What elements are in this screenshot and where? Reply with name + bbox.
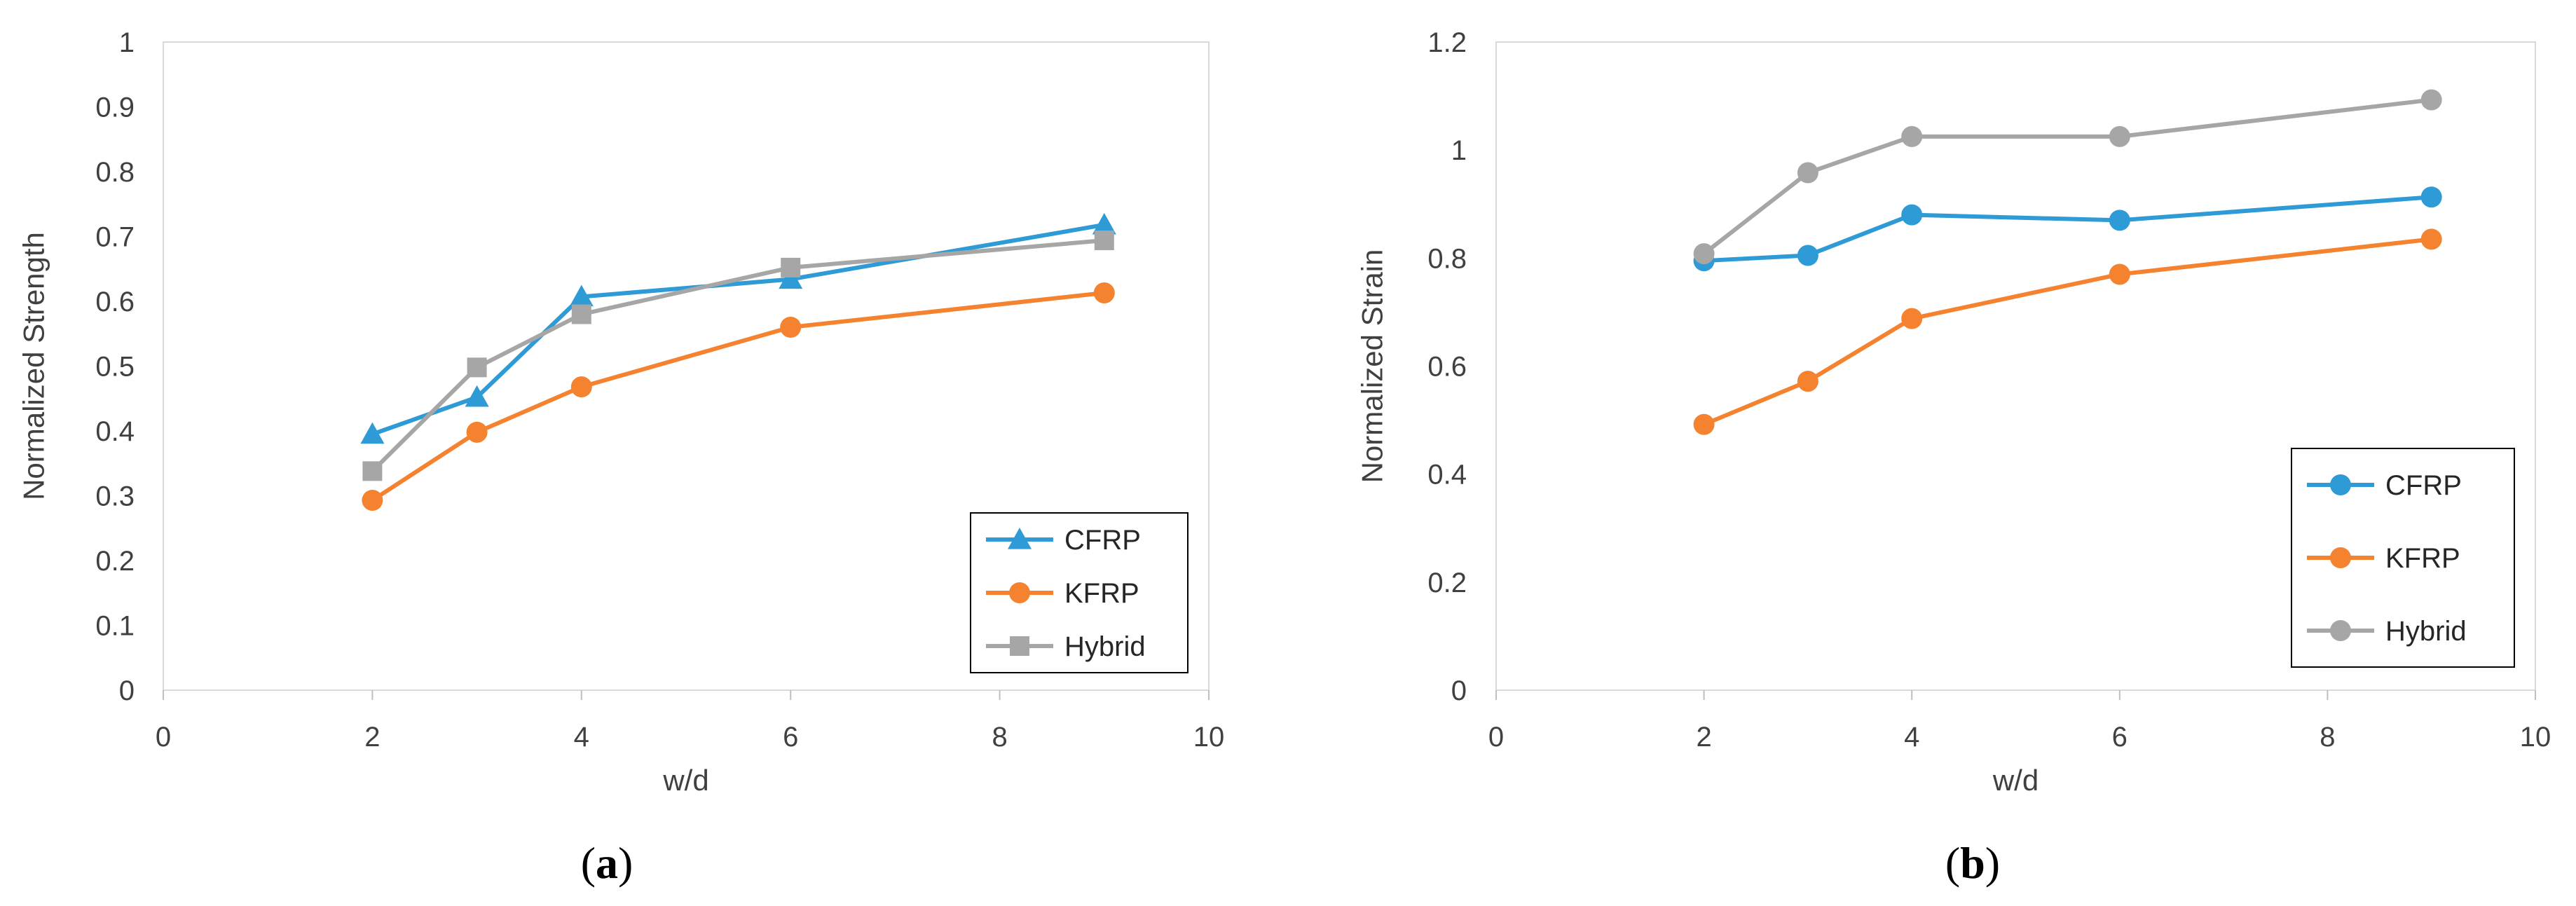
legend-label-kfrp-a: KFRP	[1064, 578, 1139, 609]
legend-swatch-marker-kfrp-b	[2330, 547, 2351, 568]
legend-swatch-marker-hybrid-a	[1010, 636, 1029, 656]
data-point-hybrid-a	[781, 257, 801, 277]
plot-area-a	[163, 41, 1210, 691]
data-point-kfrp-a	[570, 376, 592, 398]
data-point-kfrp-a	[466, 421, 488, 443]
y-tick-label-b: 0.8	[1427, 243, 1467, 274]
x-tick-label-b: 0	[1488, 722, 1504, 753]
legend-swatch-marker-kfrp-a	[1009, 582, 1030, 603]
data-point-hybrid-a	[571, 304, 591, 324]
series-cfrp-b	[1693, 186, 2442, 272]
data-point-cfrp-b	[1901, 204, 1923, 226]
x-tick-label-a: 6	[783, 722, 798, 753]
series-line-kfrp-b	[1701, 237, 2434, 427]
data-point-hybrid-a	[1094, 231, 1114, 251]
data-point-kfrp-b	[1797, 371, 1818, 392]
data-point-hybrid-a	[467, 357, 487, 378]
data-point-cfrp-a	[1092, 212, 1116, 235]
data-point-cfrp-b	[2420, 186, 2442, 208]
data-point-hybrid-a	[362, 461, 383, 481]
data-point-hybrid-b	[1797, 162, 1818, 184]
y-axis-title-b: Normalized Strain	[1356, 249, 1389, 483]
data-point-cfrp-a	[360, 422, 385, 444]
legend-swatch-marker-hybrid-b	[2330, 620, 2351, 641]
data-point-cfrp-a	[779, 267, 803, 289]
data-point-kfrp-b	[2109, 263, 2130, 285]
x-tick-label-a: 0	[156, 722, 171, 753]
series-cfrp-a	[360, 212, 1116, 444]
series-kfrp-a	[362, 282, 1115, 511]
y-tick-label-a: 0.1	[95, 611, 135, 642]
y-tick-label-b: 0.4	[1427, 460, 1467, 490]
legend-label-hybrid-b: Hybrid	[2385, 616, 2467, 647]
legend-swatch-marker-cfrp-a	[1008, 528, 1032, 549]
panel-b-chart: 0 2 4 6 8 10 0 0.2 0.4 0.6 0.8 1 1.2 w/d Normalized St…	[1356, 27, 2551, 888]
series-kfrp-b	[1693, 228, 2442, 435]
y-tick-label-a: 0.3	[95, 481, 135, 512]
data-point-kfrp-a	[362, 489, 383, 511]
legend-b: CFRP KFRP Hybrid	[2291, 448, 2515, 668]
y-tick-label-a: 0	[119, 675, 135, 706]
x-tick-label-b: 6	[2112, 722, 2128, 753]
legend-swatch-marker-cfrp-b	[2330, 474, 2351, 495]
legend-label-cfrp-b: CFRP	[2385, 470, 2462, 501]
data-point-hybrid-b	[2420, 89, 2442, 111]
data-point-hybrid-b	[1693, 243, 1715, 265]
x-tick-label-b: 10	[2520, 722, 2551, 753]
series-hybrid-b	[1693, 89, 2442, 265]
x-tick-label-a: 2	[364, 722, 380, 753]
x-axis-title-b: w/d	[1992, 764, 2039, 797]
y-tick-label-b: 1	[1451, 135, 1467, 166]
y-axis-title-a: Normalized Strength	[18, 232, 50, 500]
y-tick-label-b: 0.2	[1427, 568, 1467, 598]
data-point-kfrp-a	[780, 317, 802, 338]
x-tick-label-b: 8	[2320, 722, 2335, 753]
data-point-cfrp-b	[1797, 245, 1818, 266]
panel-label-b: (b)	[1945, 838, 2000, 888]
y-tick-label-b: 0	[1451, 675, 1467, 706]
data-point-kfrp-b	[1901, 308, 1923, 329]
data-point-cfrp-b	[2109, 210, 2130, 231]
x-tick-label-b: 4	[1904, 722, 1919, 753]
panel-a-chart: 0 2 4 6 8 10 0 0.1 0.2 0.3 0.4 0.5 0.6 0.7 0.8 0.9 1 w/d N…	[18, 27, 1225, 888]
x-tick-label-a: 8	[992, 722, 1007, 753]
data-point-kfrp-b	[2420, 228, 2442, 250]
y-tick-label-a: 0.2	[95, 546, 135, 577]
y-tick-label-a: 0.5	[95, 352, 135, 383]
data-point-kfrp-a	[1093, 282, 1115, 303]
legend-label-cfrp-a: CFRP	[1064, 525, 1141, 556]
panel-label-a: (a)	[581, 838, 633, 888]
legend-label-kfrp-b: KFRP	[2385, 543, 2460, 574]
legend-a: CFRP KFRP Hybrid	[970, 512, 1188, 673]
legend-label-hybrid-a: Hybrid	[1064, 631, 1146, 662]
data-point-cfrp-a	[569, 284, 594, 307]
y-tick-label-a: 0.7	[95, 222, 135, 253]
y-tick-label-b: 0.6	[1427, 352, 1467, 383]
y-tick-label-a: 0.4	[95, 416, 135, 447]
data-point-kfrp-b	[1693, 413, 1715, 435]
x-tick-label-b: 2	[1696, 722, 1711, 753]
y-tick-label-b: 1.2	[1427, 27, 1467, 58]
data-point-cfrp-a	[465, 385, 489, 407]
x-axis-title-a: w/d	[662, 764, 708, 797]
data-point-hybrid-b	[2109, 125, 2130, 147]
plot-area-b	[1495, 41, 2536, 691]
y-tick-label-a: 0.6	[95, 287, 135, 317]
x-tick-label-a: 10	[1193, 722, 1225, 753]
data-point-hybrid-b	[1901, 125, 1923, 147]
y-tick-label-a: 1	[119, 27, 135, 58]
y-tick-label-a: 0.8	[95, 157, 135, 188]
x-tick-label-a: 4	[574, 722, 589, 753]
y-tick-label-a: 0.9	[95, 92, 135, 123]
series-hybrid-a	[362, 231, 1114, 481]
